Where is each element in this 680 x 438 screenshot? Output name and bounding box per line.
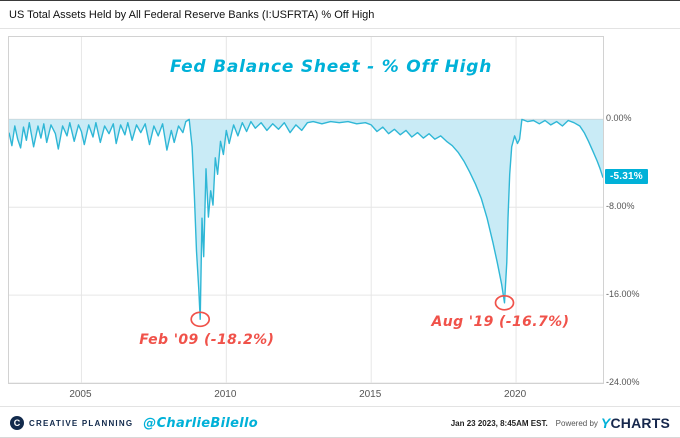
twitter-handle[interactable]: @CharlieBilello — [143, 415, 258, 431]
y-axis-tick-label: -16.00% — [606, 289, 640, 300]
creative-planning-logo-icon: C — [10, 416, 24, 430]
chart-title: US Total Assets Held by All Federal Rese… — [9, 8, 375, 21]
series-area-fill — [9, 119, 603, 320]
y-axis-tick-label: 0.00% — [606, 113, 632, 124]
series-line — [9, 118, 603, 320]
y-axis-tick-label: -8.00% — [606, 201, 635, 212]
chart-annotation-title: Fed Balance Sheet - % Off High — [170, 57, 493, 77]
footer: C CREATIVE PLANNING @CharlieBilello Jan … — [0, 406, 680, 437]
chart-header: US Total Assets Held by All Federal Rese… — [0, 1, 680, 29]
x-axis-tick-label: 2015 — [359, 389, 382, 400]
footer-brand-group: C CREATIVE PLANNING @CharlieBilello — [10, 416, 258, 431]
x-axis-tick-label: 2020 — [503, 389, 527, 400]
plot-area — [8, 36, 604, 384]
x-axis-tick-label: 2005 — [69, 389, 92, 400]
ycharts-logo-y: Y — [600, 415, 611, 431]
ycharts-logo: YCHARTS — [601, 415, 670, 431]
callout-label: Aug '19 (-16.7%) — [431, 313, 570, 330]
creative-planning-label: CREATIVE PLANNING — [29, 418, 134, 428]
ycharts-logo-rest: CHARTS — [610, 415, 670, 431]
timestamp: Jan 23 2023, 8:45AM EST. — [450, 418, 548, 428]
y-axis-tick-label: -24.00% — [606, 377, 640, 387]
chart-canvas — [9, 37, 603, 383]
powered-by-label: Powered by — [555, 418, 598, 428]
callout-label: Feb '09 (-18.2%) — [139, 332, 275, 349]
callout-circle-icon — [494, 294, 515, 311]
last-value-badge: -5.31% — [605, 168, 648, 184]
x-axis-tick-label: 2010 — [214, 389, 237, 400]
footer-meta-group: Jan 23 2023, 8:45AM EST. Powered by YCHA… — [451, 415, 670, 431]
callout-circle-icon — [190, 311, 211, 328]
